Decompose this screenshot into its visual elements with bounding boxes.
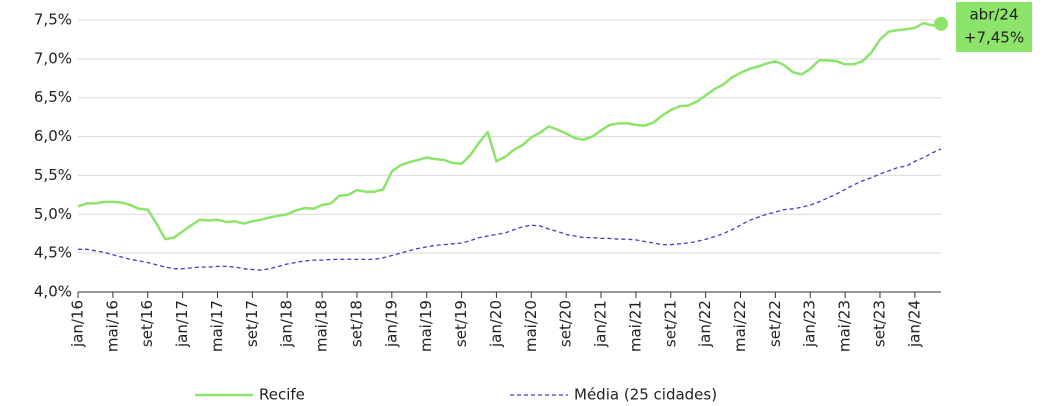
x-tick-label: jan/24 xyxy=(905,300,923,348)
x-tick-label: mai/23 xyxy=(836,300,854,352)
x-tick-label: jan/21 xyxy=(592,300,610,348)
y-tick-label: 7,5% xyxy=(34,11,72,29)
y-tick-label: 6,5% xyxy=(34,88,72,106)
x-tick-label: set/20 xyxy=(557,300,575,347)
y-tick-label: 4,5% xyxy=(34,244,72,262)
x-tick-label: set/22 xyxy=(766,300,784,347)
x-tick-label: mai/17 xyxy=(208,300,226,352)
x-tick-label: set/18 xyxy=(347,300,365,347)
x-tick-label: set/17 xyxy=(243,300,261,347)
x-tick-label: mai/22 xyxy=(731,300,749,352)
y-tick-label: 5,0% xyxy=(34,205,72,223)
x-tick-label: mai/16 xyxy=(103,300,121,352)
y-tick-label: 5,5% xyxy=(34,166,72,184)
x-tick-label: jan/23 xyxy=(801,300,819,348)
x-tick-label: mai/19 xyxy=(417,300,435,352)
x-tick-label: set/16 xyxy=(138,300,156,347)
end-point xyxy=(934,16,948,31)
x-tick-label: mai/21 xyxy=(626,300,644,352)
y-tick-label: 4,0% xyxy=(34,283,72,301)
x-tick-label: set/21 xyxy=(661,300,679,347)
x-tick-label: jan/19 xyxy=(382,300,400,348)
x-tick-label: jan/16 xyxy=(69,300,87,348)
annotation-text: +7,45% xyxy=(964,29,1024,47)
y-tick-label: 7,0% xyxy=(34,49,72,67)
x-tick-label: mai/18 xyxy=(313,300,331,352)
legend-label: Recife xyxy=(259,386,305,404)
series-line xyxy=(77,21,942,241)
x-tick-label: jan/22 xyxy=(696,300,714,348)
x-tick-label: jan/20 xyxy=(487,300,505,348)
legend-label: Média (25 cidades) xyxy=(574,386,717,404)
x-tick-label: set/19 xyxy=(452,300,470,347)
annotation-box xyxy=(956,2,1032,52)
x-tick-label: set/23 xyxy=(870,300,888,347)
y-tick-label: 6,0% xyxy=(34,127,72,145)
x-tick-label: mai/20 xyxy=(522,300,540,352)
series-line xyxy=(78,148,942,271)
annotation-text: abr/24 xyxy=(969,6,1018,24)
x-tick-label: jan/18 xyxy=(278,300,296,348)
x-tick-label: jan/17 xyxy=(173,300,191,348)
